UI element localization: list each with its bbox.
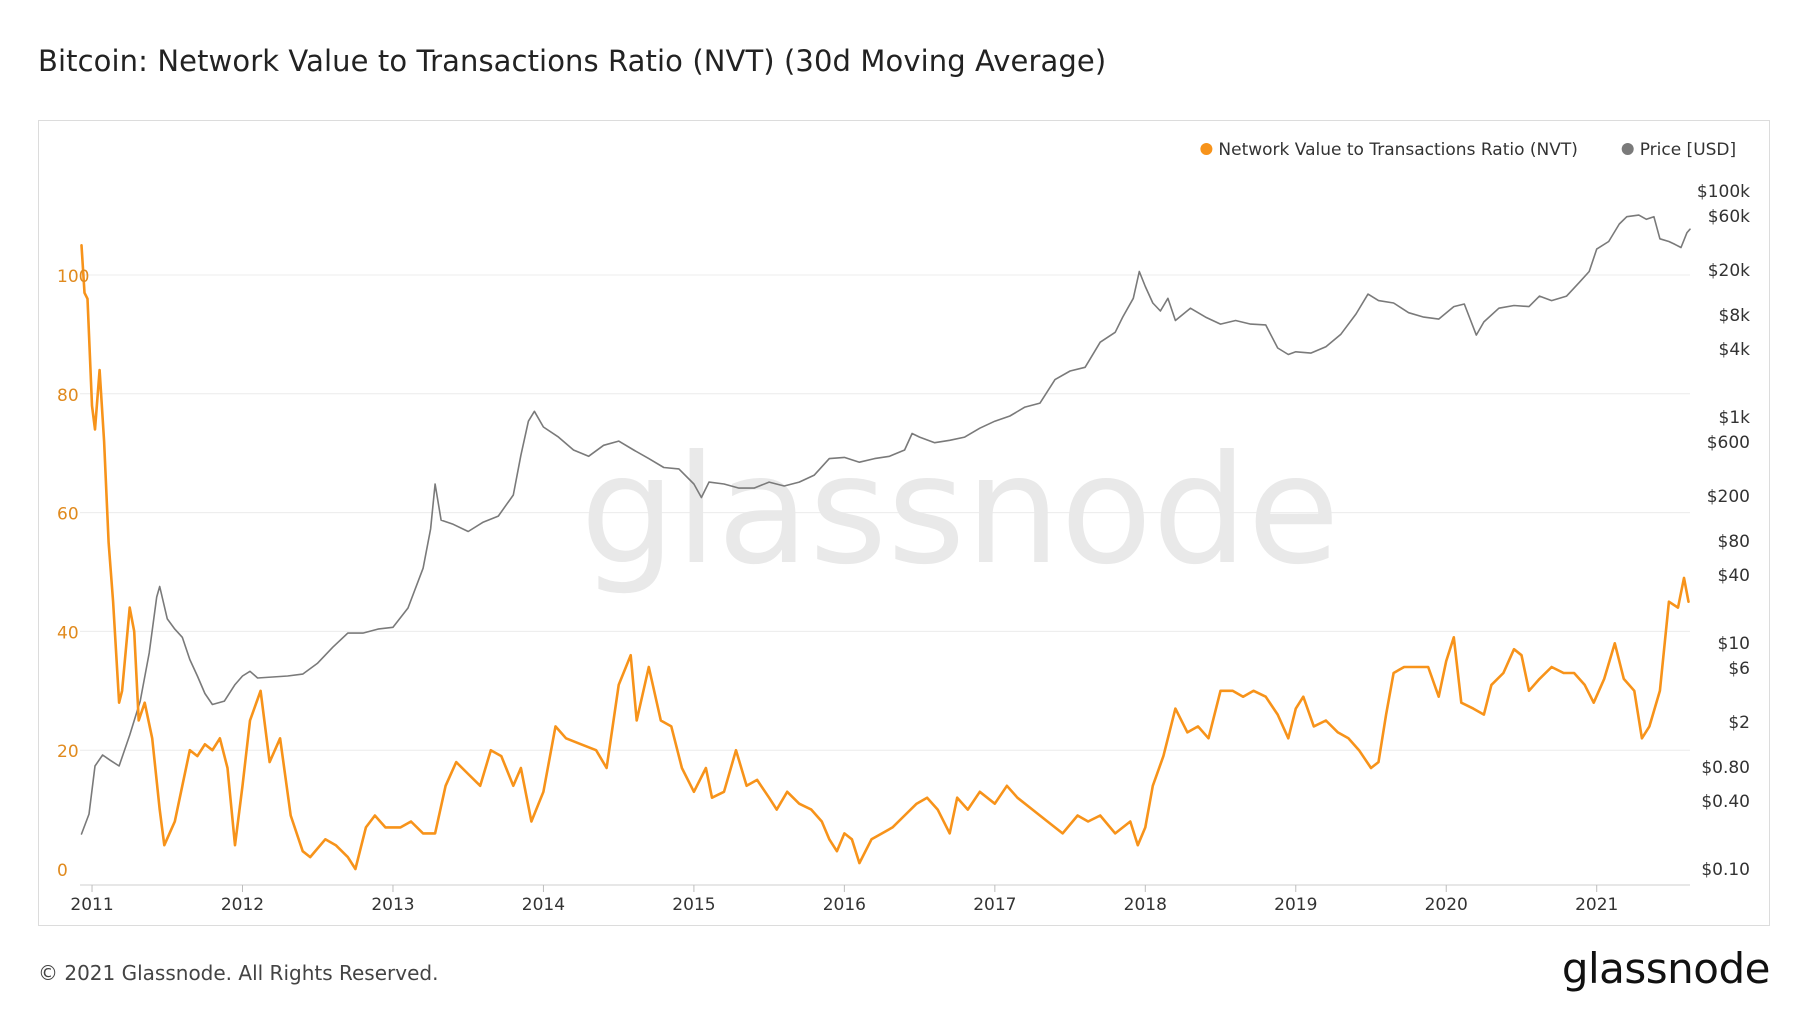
y-right-tick-label: $0.10 [1701, 860, 1750, 880]
y-left-tick-label: 80 [57, 386, 79, 406]
y-axis-left: 0 20 40 60 80 100 [57, 267, 89, 881]
legend-dot [1621, 143, 1634, 155]
y-left-tick-label: 20 [57, 742, 79, 762]
x-tick-label: 2011 [70, 895, 113, 915]
y-right-tick-label: $600 [1707, 433, 1750, 453]
x-tick-label: 2015 [672, 895, 715, 915]
y-left-tick-label: 100 [57, 267, 89, 287]
x-tick-label: 2018 [1124, 895, 1167, 915]
y-right-tick-label: $1k [1719, 408, 1751, 428]
chart-title: Bitcoin: Network Value to Transactions R… [38, 44, 1107, 78]
y-right-tick-label: $100k [1697, 182, 1750, 202]
y-right-tick-label: $200 [1707, 487, 1750, 507]
y-left-tick-label: 40 [57, 623, 79, 643]
x-axis: 2011 2012 2013 2014 2015 2016 2017 2018 2019 2020… [70, 884, 1690, 915]
watermark: glassnode [580, 424, 1339, 598]
y-right-tick-label: $80 [1718, 532, 1750, 552]
x-tick-label: 2012 [221, 895, 264, 915]
legend: Price [USD] Network Value to Transactions… [1200, 140, 1736, 160]
legend-label: Price [USD] [1640, 140, 1736, 160]
y-axis-right: $100k $60k $20k $8k $4k $1k $600 $200 $80 $40 $10 $… [1697, 182, 1750, 880]
y-right-tick-label: $20k [1708, 261, 1750, 281]
chart-frame [38, 120, 1770, 926]
y-right-tick-label: $2 [1728, 713, 1750, 733]
copyright: © 2021 Glassnode. All Rights Reserved. [38, 961, 439, 985]
y-left-tick-label: 60 [57, 505, 79, 525]
price-series [80, 214, 1691, 835]
y-right-tick-label: $8k [1719, 306, 1751, 326]
price-line [80, 214, 1691, 835]
x-tick-label: 2016 [823, 895, 866, 915]
x-tick-label: 2020 [1425, 895, 1468, 915]
x-tick-label: 2019 [1274, 895, 1317, 915]
y-right-tick-label: $40 [1718, 566, 1750, 586]
legend-label: Network Value to Transactions Ratio (NVT… [1218, 140, 1578, 160]
x-tick-label: 2013 [371, 895, 414, 915]
glassnode-logo[interactable]: glassnode [1561, 944, 1771, 993]
x-tick-label: 2014 [522, 895, 565, 915]
y-right-tick-label: $0.80 [1701, 758, 1750, 778]
y-left-tick-label: 0 [57, 861, 68, 881]
grid-lines [80, 274, 1690, 751]
y-right-tick-label: $10 [1718, 634, 1750, 654]
nvt-series [80, 244, 1690, 871]
y-right-tick-label: $0.40 [1701, 792, 1750, 812]
x-tick-label: 2021 [1575, 895, 1618, 915]
nvt-line [80, 244, 1690, 871]
legend-dot [1200, 143, 1213, 155]
y-right-tick-label: $6 [1728, 659, 1750, 679]
y-right-tick-label: $4k [1719, 340, 1751, 360]
x-tick-label: 2017 [973, 895, 1016, 915]
y-right-tick-label: $60k [1708, 207, 1750, 227]
